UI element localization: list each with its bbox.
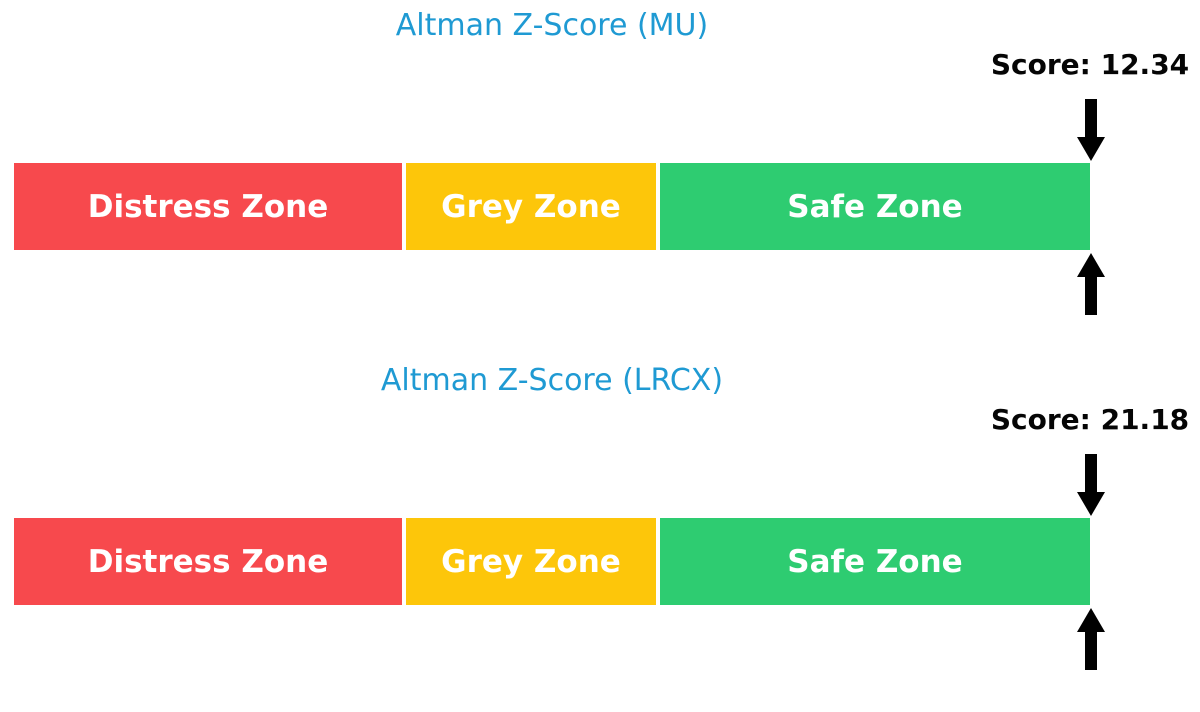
grey-zone-segment: Grey Zone bbox=[406, 518, 656, 605]
score-pointer-up-icon bbox=[1077, 608, 1105, 670]
safe-zone-label: Safe Zone bbox=[787, 188, 963, 225]
distress-zone-segment: Distress Zone bbox=[14, 518, 402, 605]
grey-zone-label: Grey Zone bbox=[441, 188, 621, 225]
zscore-chart-lrcx: Altman Z-Score (LRCX) Score: 21.18 Distr… bbox=[0, 355, 1200, 685]
distress-zone-label: Distress Zone bbox=[87, 543, 329, 580]
grey-zone-segment: Grey Zone bbox=[406, 163, 656, 250]
chart-title: Altman Z-Score (LRCX) bbox=[380, 363, 724, 398]
grey-zone-label: Grey Zone bbox=[441, 543, 621, 580]
safe-zone-segment: Safe Zone bbox=[660, 518, 1090, 605]
zone-bar: Distress Zone Grey Zone Safe Zone bbox=[0, 163, 1200, 250]
zscore-chart-mu: Altman Z-Score (MU) Score: 12.34 Distres… bbox=[0, 0, 1200, 330]
safe-zone-segment: Safe Zone bbox=[660, 163, 1090, 250]
score-label: Score: 21.18 bbox=[990, 403, 1190, 436]
distress-zone-segment: Distress Zone bbox=[14, 163, 402, 250]
safe-zone-label: Safe Zone bbox=[787, 543, 963, 580]
zone-bar: Distress Zone Grey Zone Safe Zone bbox=[0, 518, 1200, 605]
score-pointer-up-icon bbox=[1077, 253, 1105, 315]
score-pointer-down-icon bbox=[1077, 454, 1105, 516]
chart-title: Altman Z-Score (MU) bbox=[395, 8, 709, 43]
distress-zone-label: Distress Zone bbox=[87, 188, 329, 225]
score-pointer-down-icon bbox=[1077, 99, 1105, 161]
score-label: Score: 12.34 bbox=[990, 48, 1190, 81]
